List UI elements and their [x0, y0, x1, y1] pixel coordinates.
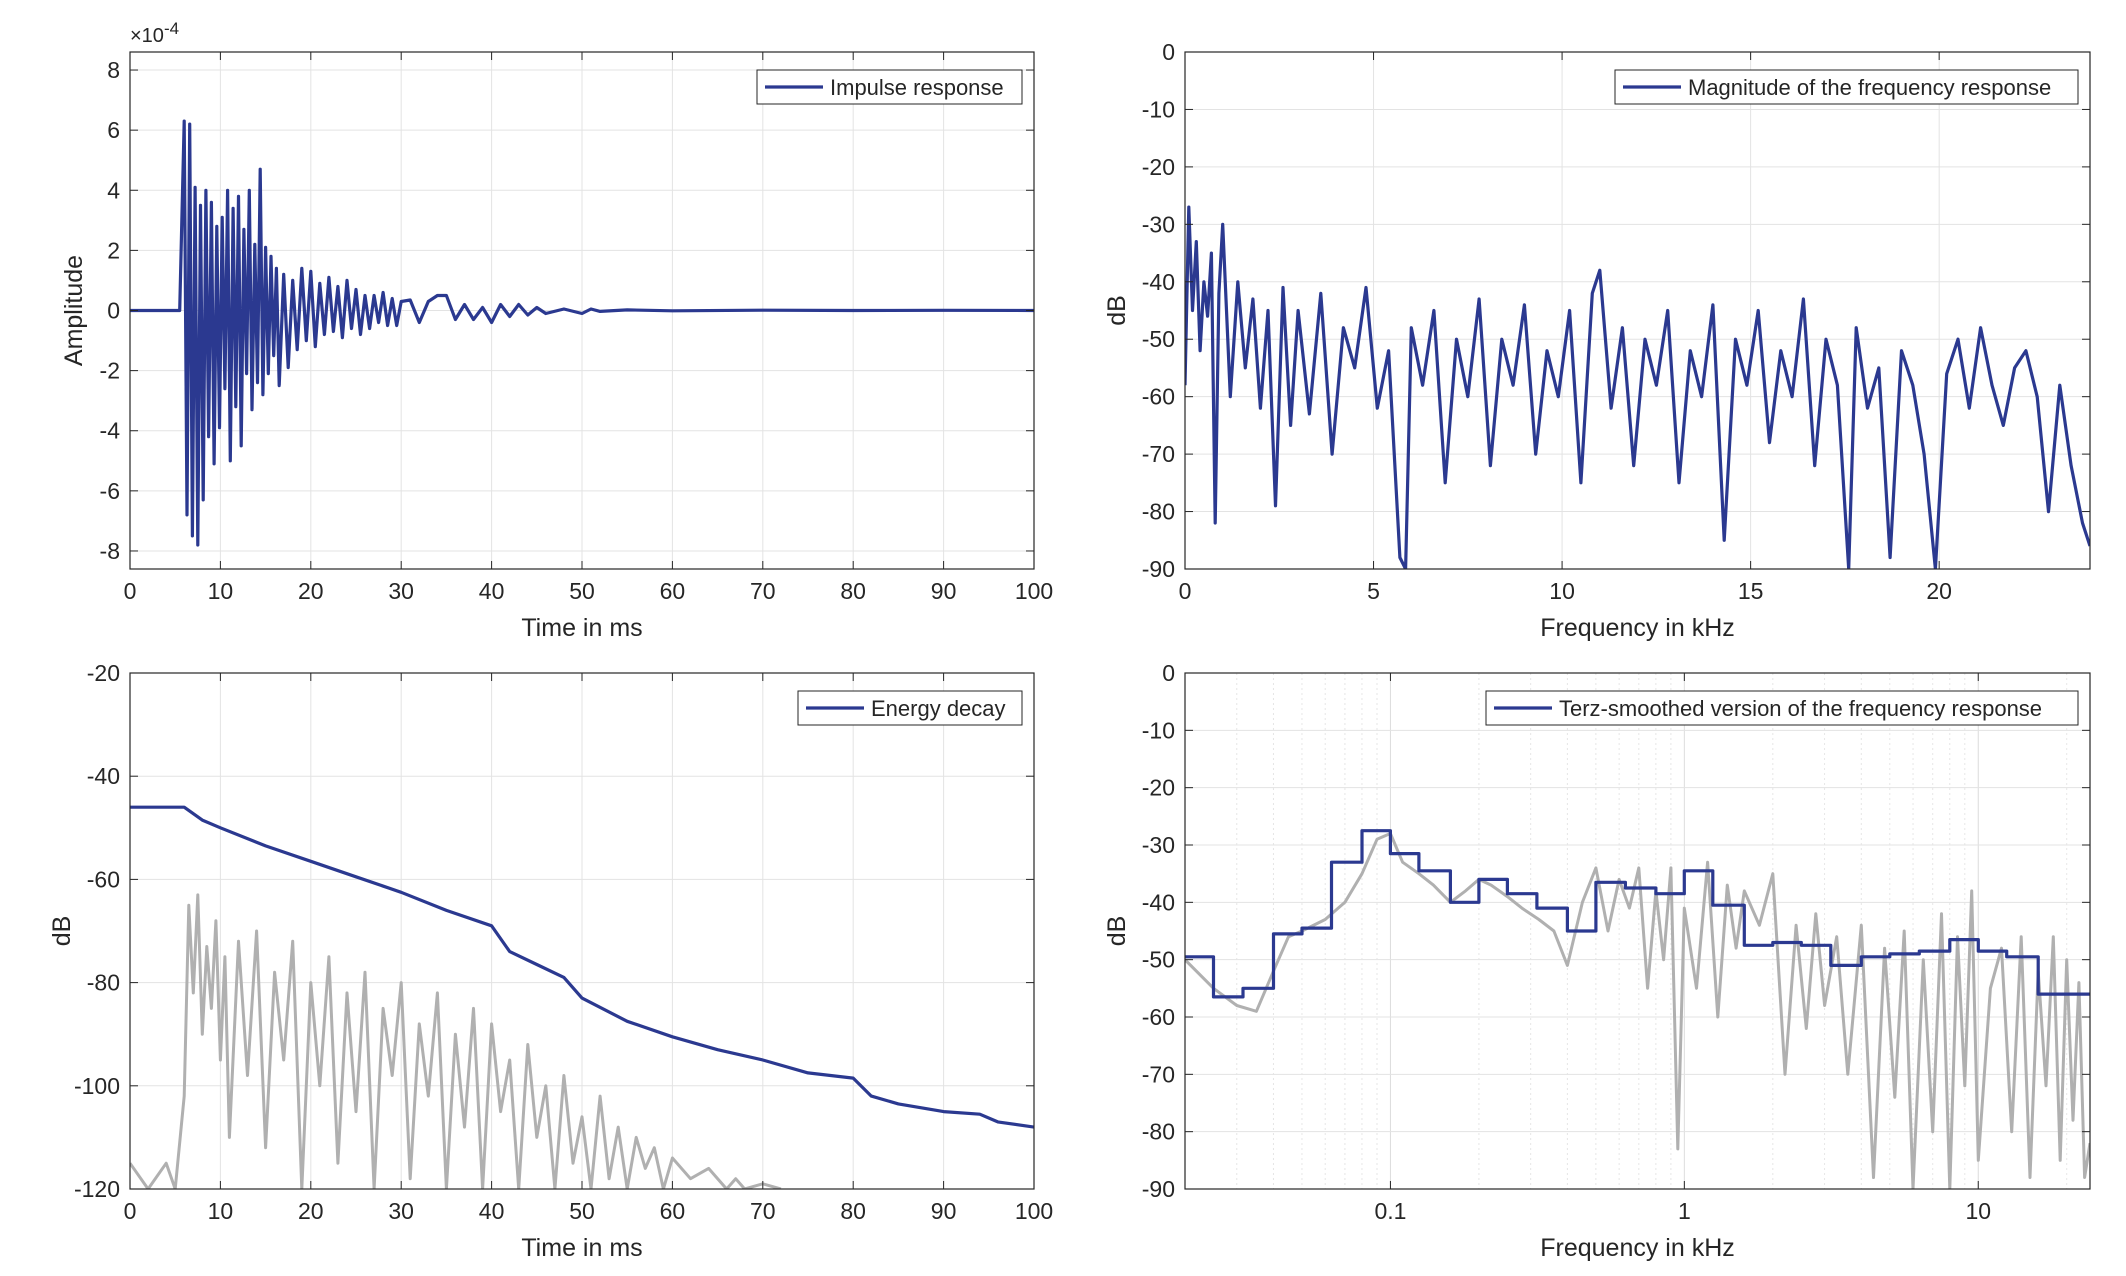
y-tick-label: -30 — [1142, 832, 1175, 858]
y-tick-label: -80 — [87, 970, 120, 996]
legend-box — [1614, 69, 2079, 105]
x-tick-label: 10 — [208, 578, 234, 604]
x-tick-label: 20 — [1926, 578, 1952, 604]
y-tick-label: 0 — [1162, 39, 1175, 65]
legend-label: Energy decay — [871, 696, 1006, 721]
x-tick-label: 10 — [1549, 578, 1575, 604]
x-tick-label: 30 — [388, 1198, 414, 1224]
y-tick-label: 8 — [107, 57, 120, 83]
x-tick-label: 70 — [750, 1198, 776, 1224]
legend-label: Terz-smoothed version of the frequency r… — [1559, 696, 2042, 721]
x-tick-label: 50 — [569, 578, 595, 604]
y-tick-label: -90 — [1142, 1176, 1175, 1202]
x-tick-label: 1 — [1678, 1198, 1691, 1224]
x-tick-label: 40 — [479, 578, 505, 604]
legend-label: Magnitude of the frequency response — [1688, 75, 2051, 100]
y-tick-label: -30 — [1142, 211, 1175, 237]
y-tick-label: -50 — [1142, 947, 1175, 973]
x-axis-label: Frequency in kHz — [1540, 614, 1735, 642]
x-tick-label: 80 — [840, 1198, 866, 1224]
x-tick-label: 90 — [931, 1198, 957, 1224]
y-tick-label: -80 — [1142, 499, 1175, 525]
x-tick-label: 50 — [569, 1198, 595, 1224]
x-tick-label: 0 — [124, 578, 137, 604]
legend-box — [1485, 690, 2079, 726]
x-tick-label: 60 — [660, 578, 686, 604]
x-axis-label: Frequency in kHz — [1540, 1234, 1735, 1262]
legend: Magnitude of the frequency response — [1614, 69, 2079, 105]
y-tick-label: -10 — [1142, 717, 1175, 743]
legend-label: Impulse response — [830, 75, 1004, 100]
y-tick-label: -70 — [1142, 441, 1175, 467]
y-tick-label: -120 — [74, 1176, 120, 1202]
series-line — [130, 119, 1034, 547]
x-tick-label: 80 — [840, 578, 866, 604]
chart-terz: 0.1 1 10 0 -10 -20 -30 -40 -50 -60 -70 -80 -90 Freque… — [1103, 660, 2091, 1262]
x-tick-label: 0 — [1179, 578, 1192, 604]
y-axis-label: dB — [1103, 295, 1131, 326]
y-tick-label: -80 — [1142, 1119, 1175, 1145]
x-tick-label: 15 — [1738, 578, 1764, 604]
y-tick-label: -40 — [1142, 269, 1175, 295]
plot-area — [1185, 673, 2090, 1189]
y-exponent-label: ×10-4 — [130, 19, 179, 47]
x-tick-label: 0.1 — [1374, 1198, 1406, 1224]
chart-impulse: 0 10 20 30 40 50 60 70 80 90 100 -8 -6 -4 -2 0 2 4 6 8 Time … — [60, 19, 1053, 642]
y-tick-label: -20 — [87, 660, 120, 686]
legend: Energy decay — [797, 690, 1023, 726]
x-tick-label: 0 — [124, 1198, 137, 1224]
x-tick-label: 70 — [750, 578, 776, 604]
series-line-background — [1185, 832, 2090, 1189]
x-tick-label: 10 — [1965, 1198, 1991, 1224]
y-tick-label: -20 — [1142, 154, 1175, 180]
chart-energy: 0 10 20 30 40 50 60 70 80 90 100 -20 -40 -60 -80 -100 -1… — [48, 660, 1053, 1262]
y-tick-label: -40 — [87, 763, 120, 789]
y-tick-label: 4 — [107, 177, 120, 203]
series-line — [1185, 829, 2090, 999]
x-tick-label: 30 — [388, 578, 414, 604]
y-tick-label: -4 — [100, 418, 121, 444]
series-line — [130, 805, 1034, 1129]
x-tick-label: 40 — [479, 1198, 505, 1224]
x-tick-label: 90 — [931, 578, 957, 604]
legend: Terz-smoothed version of the frequency r… — [1485, 690, 2079, 726]
x-tick-label: 20 — [298, 578, 324, 604]
y-tick-label: 0 — [107, 298, 120, 324]
x-axis-label: Time in ms — [521, 614, 642, 642]
y-tick-label: -60 — [1142, 1004, 1175, 1030]
x-tick-label: 5 — [1367, 578, 1380, 604]
x-tick-label: 20 — [298, 1198, 324, 1224]
x-axis-label: Time in ms — [521, 1234, 642, 1262]
y-tick-label: -10 — [1142, 96, 1175, 122]
x-tick-label: 100 — [1015, 1198, 1053, 1224]
y-tick-label: -2 — [100, 358, 120, 384]
axes-box — [1184, 51, 2091, 570]
y-tick-label: -70 — [1142, 1061, 1175, 1087]
series-line — [1185, 205, 2090, 569]
y-tick-label: -60 — [1142, 384, 1175, 410]
series-line-background — [130, 893, 782, 1189]
x-tick-label: 10 — [208, 1198, 234, 1224]
y-axis-label: Amplitude — [60, 255, 88, 366]
y-tick-label: -20 — [1142, 775, 1175, 801]
chart-magnitude: 0 5 10 15 20 0 -10 -20 -30 -40 -50 -60 -70 -80 -90 Freq… — [1103, 39, 2091, 642]
y-tick-label: -50 — [1142, 326, 1175, 352]
y-axis-label: dB — [48, 916, 76, 947]
y-tick-label: 6 — [107, 117, 120, 143]
x-tick-label: 60 — [660, 1198, 686, 1224]
y-tick-label: -6 — [100, 478, 120, 504]
y-tick-label: 2 — [107, 237, 120, 263]
y-tick-label: 0 — [1162, 660, 1175, 686]
y-tick-label: -90 — [1142, 556, 1175, 582]
legend: Impulse response — [756, 69, 1023, 105]
y-tick-label: -40 — [1142, 889, 1175, 915]
y-tick-label: -60 — [87, 866, 120, 892]
axes-box — [1184, 672, 2091, 1190]
y-tick-label: -100 — [74, 1073, 120, 1099]
x-tick-label: 100 — [1015, 578, 1053, 604]
y-axis-label: dB — [1103, 916, 1131, 947]
y-tick-label: -8 — [100, 538, 120, 564]
